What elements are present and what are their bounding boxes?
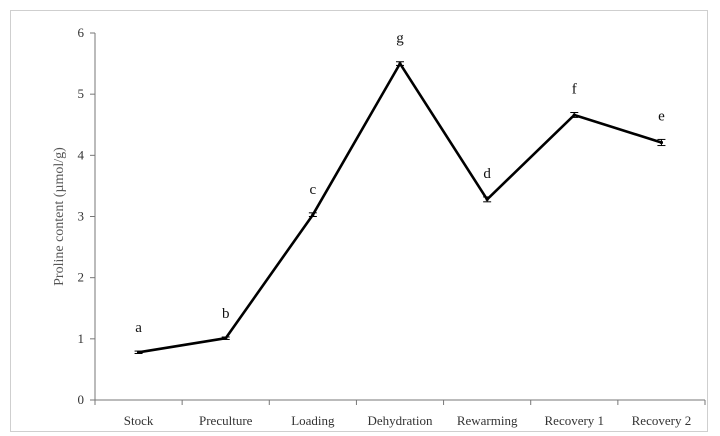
y-tick-label: 6: [78, 25, 85, 40]
significance-letter: b: [222, 306, 230, 322]
data-point: [224, 336, 228, 340]
x-tick-label: Dehydration: [368, 413, 433, 428]
x-tick-label: Recovery 2: [632, 413, 692, 428]
series-line: [138, 62, 662, 354]
data-point: [398, 61, 402, 66]
y-tick-label: 3: [78, 209, 85, 224]
x-tick-label: Loading: [291, 413, 335, 428]
y-tick-label: 2: [78, 270, 85, 285]
y-axis-label: Proline content (µmol/g): [52, 147, 67, 286]
x-ticks: Stock Preculture Loading Dehydration Rewarmi…: [94, 400, 706, 428]
significance-letter: g: [396, 31, 404, 47]
significance-letter: d: [483, 166, 491, 182]
significance-letter: f: [572, 82, 577, 98]
y-tick-label: 5: [78, 86, 85, 101]
data-point: [659, 140, 664, 145]
significance-letter: c: [310, 182, 317, 198]
significance-letter: e: [658, 108, 665, 124]
data-point: [572, 113, 576, 117]
y-ticks: 0 1 2 3 4 5 6: [78, 25, 95, 407]
data-point: [136, 350, 141, 354]
data-point: [311, 213, 315, 217]
x-tick-label: Preculture: [199, 413, 253, 428]
x-tick-label: Recovery 1: [545, 413, 605, 428]
y-tick-label: 0: [78, 392, 85, 407]
significance-letter: a: [135, 320, 142, 336]
data-point: [485, 197, 489, 201]
x-tick-label: Rewarming: [457, 413, 518, 428]
significance-letters: a b c g d f e: [135, 31, 665, 336]
x-tick-label: Stock: [124, 413, 154, 428]
data-points: [134, 61, 666, 355]
y-tick-label: 4: [78, 147, 85, 162]
y-tick-label: 1: [78, 331, 85, 346]
chart-frame: [10, 10, 708, 432]
